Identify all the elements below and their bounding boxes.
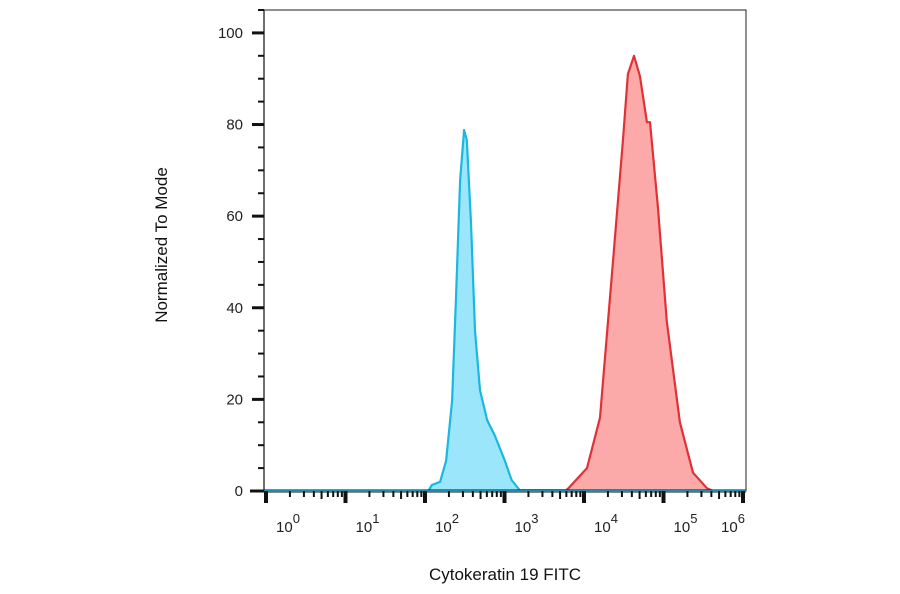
x-tick-exponent: 2 xyxy=(452,511,459,526)
y-tick-label: 100 xyxy=(218,25,243,42)
y-tick-label: 80 xyxy=(226,117,243,134)
x-tick-label: 104 xyxy=(594,511,618,536)
x-tick-exponent: 5 xyxy=(690,511,697,526)
x-tick-base: 10 xyxy=(674,519,691,536)
x-tick-label: 102 xyxy=(435,511,459,536)
x-tick-base: 10 xyxy=(515,519,532,536)
y-tick-label: 40 xyxy=(226,300,243,317)
y-tick-label: 20 xyxy=(226,391,243,408)
series-1-line xyxy=(564,54,714,493)
x-tick-base: 10 xyxy=(594,519,611,536)
x-tick-label: 101 xyxy=(356,511,380,536)
x-tick-exponent: 3 xyxy=(531,511,538,526)
x-tick-label: 100 xyxy=(276,511,300,536)
x-tick-exponent: 4 xyxy=(611,511,618,526)
series-0-line xyxy=(266,128,744,493)
y-tick-label: 60 xyxy=(226,208,243,225)
x-tick-exponent: 1 xyxy=(372,511,379,526)
x-tick-base: 10 xyxy=(435,519,452,536)
series-layer xyxy=(266,54,744,493)
x-tick-label: 106 xyxy=(721,511,745,536)
y-tick-label: 0 xyxy=(235,483,243,500)
series-1-fill xyxy=(565,55,713,492)
x-tick-base: 10 xyxy=(721,519,738,536)
x-tick-label: 105 xyxy=(674,511,698,536)
x-tick-label: 103 xyxy=(515,511,539,536)
x-tick-exponent: 0 xyxy=(293,511,300,526)
x-tick-base: 10 xyxy=(276,519,293,536)
y-axis-title: Normalized To Mode xyxy=(152,167,171,323)
x-tick-base: 10 xyxy=(356,519,373,536)
x-axis-title: Cytokeratin 19 FITC xyxy=(429,565,581,584)
x-tick-exponent: 6 xyxy=(738,511,745,526)
